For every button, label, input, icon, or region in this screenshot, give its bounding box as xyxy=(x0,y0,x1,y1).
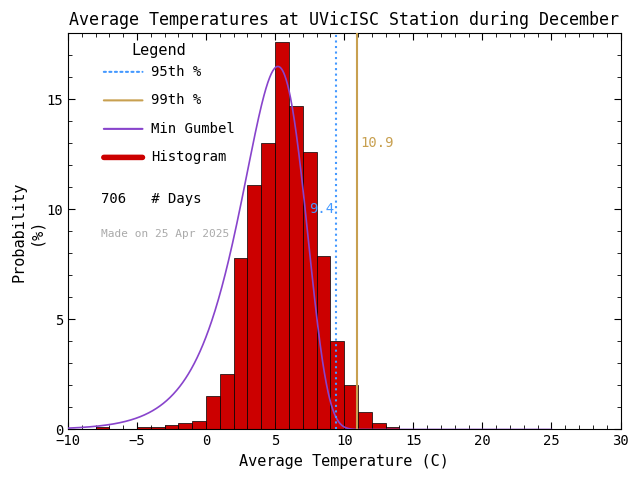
Y-axis label: Probability
(%): Probability (%) xyxy=(11,181,44,282)
X-axis label: Average Temperature (C): Average Temperature (C) xyxy=(239,454,449,469)
Bar xyxy=(179,423,192,430)
Bar xyxy=(344,385,358,430)
Text: Histogram: Histogram xyxy=(151,150,226,165)
Bar xyxy=(330,341,344,430)
Text: Made on 25 Apr 2025: Made on 25 Apr 2025 xyxy=(101,228,229,239)
Text: 706   # Days: 706 # Days xyxy=(101,192,202,205)
Bar xyxy=(261,144,275,430)
Bar xyxy=(303,152,317,430)
Text: 99th %: 99th % xyxy=(151,94,201,108)
Bar xyxy=(289,106,303,430)
Bar xyxy=(95,427,109,430)
Text: Min Gumbel: Min Gumbel xyxy=(151,122,234,136)
Bar xyxy=(164,425,179,430)
Text: 10.9: 10.9 xyxy=(360,136,394,150)
Bar xyxy=(137,427,151,430)
Bar xyxy=(248,185,261,430)
Bar xyxy=(386,427,399,430)
Text: 9.4: 9.4 xyxy=(308,203,334,216)
Bar xyxy=(275,42,289,430)
Text: Legend: Legend xyxy=(131,43,186,59)
Bar xyxy=(358,412,372,430)
Bar xyxy=(317,256,330,430)
Bar xyxy=(151,427,164,430)
Bar xyxy=(220,374,234,430)
Bar xyxy=(372,423,386,430)
Title: Average Temperatures at UVicISC Station during December: Average Temperatures at UVicISC Station … xyxy=(69,11,620,29)
Bar xyxy=(192,420,206,430)
Text: 95th %: 95th % xyxy=(151,65,201,79)
Bar xyxy=(234,258,248,430)
Bar xyxy=(206,396,220,430)
